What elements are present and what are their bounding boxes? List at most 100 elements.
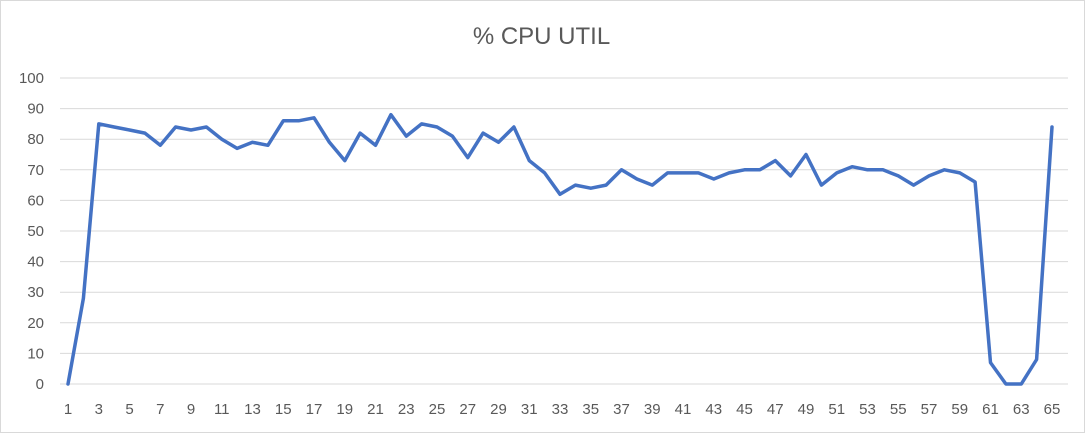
data-point-58 — [943, 168, 946, 171]
data-point-42 — [697, 171, 700, 174]
data-point-59 — [958, 171, 961, 174]
data-point-48 — [789, 174, 792, 177]
data-point-40 — [666, 171, 669, 174]
data-point-27 — [466, 156, 469, 159]
x-tick-label-33: 33 — [552, 401, 569, 418]
y-tick-label-80: 80 — [27, 131, 44, 148]
y-tick-label-40: 40 — [27, 254, 44, 271]
data-point-39 — [651, 184, 654, 187]
x-tick-label-63: 63 — [1013, 401, 1030, 418]
data-point-60 — [974, 181, 977, 184]
data-point-21 — [374, 144, 377, 147]
x-tick-label-59: 59 — [951, 401, 968, 418]
data-point-56 — [912, 184, 915, 187]
x-tick-label-35: 35 — [582, 401, 599, 418]
y-tick-label-10: 10 — [27, 345, 44, 362]
data-point-45 — [743, 168, 746, 171]
x-tick-label-57: 57 — [921, 401, 938, 418]
data-point-2 — [82, 297, 85, 300]
data-point-50 — [820, 184, 823, 187]
data-point-38 — [635, 177, 638, 180]
data-point-47 — [774, 159, 777, 162]
x-tick-label-7: 7 — [156, 401, 164, 418]
data-point-43 — [712, 177, 715, 180]
data-point-14 — [266, 144, 269, 147]
x-tick-label-53: 53 — [859, 401, 876, 418]
x-tick-label-47: 47 — [767, 401, 784, 418]
y-tick-label-100: 100 — [19, 70, 44, 87]
data-point-37 — [620, 168, 623, 171]
data-point-55 — [897, 174, 900, 177]
data-point-26 — [451, 135, 454, 138]
x-tick-label-5: 5 — [125, 401, 133, 418]
data-point-8 — [174, 125, 177, 128]
data-point-44 — [728, 171, 731, 174]
data-point-3 — [97, 122, 100, 125]
chart-title: % CPU UTIL — [472, 23, 611, 50]
series-line-0 — [66, 112, 1054, 386]
y-tick-label-0: 0 — [36, 376, 44, 393]
data-point-62 — [1004, 383, 1007, 386]
data-point-54 — [881, 168, 884, 171]
data-point-6 — [143, 132, 146, 135]
x-tick-label-21: 21 — [367, 401, 384, 418]
x-tick-label-37: 37 — [613, 401, 630, 418]
x-tick-label-11: 11 — [214, 401, 230, 418]
data-point-52 — [851, 165, 854, 168]
x-tick-label-25: 25 — [429, 401, 446, 418]
x-tick-label-17: 17 — [306, 401, 323, 418]
data-point-61 — [989, 361, 992, 364]
data-point-46 — [758, 168, 761, 171]
data-point-31 — [528, 159, 531, 162]
data-point-32 — [543, 171, 546, 174]
x-tick-label-31: 31 — [521, 401, 538, 418]
data-point-33 — [559, 193, 562, 196]
x-tick-label-65: 65 — [1044, 401, 1061, 418]
data-point-51 — [835, 171, 838, 174]
data-point-28 — [482, 132, 485, 135]
x-tick-label-55: 55 — [890, 401, 907, 418]
x-tick-label-1: 1 — [64, 401, 72, 418]
data-point-13 — [251, 141, 254, 144]
data-point-34 — [574, 184, 577, 187]
data-point-23 — [405, 135, 408, 138]
data-point-5 — [128, 129, 131, 132]
data-point-4 — [113, 125, 116, 128]
x-tick-label-23: 23 — [398, 401, 415, 418]
x-tick-label-49: 49 — [798, 401, 815, 418]
x-tick-label-27: 27 — [459, 401, 476, 418]
y-tick-label-70: 70 — [27, 162, 44, 179]
data-point-25 — [436, 125, 439, 128]
x-tick-label-15: 15 — [275, 401, 292, 418]
data-point-53 — [866, 168, 869, 171]
x-tick-label-45: 45 — [736, 401, 753, 418]
data-point-7 — [159, 144, 162, 147]
data-point-64 — [1035, 358, 1038, 361]
data-point-63 — [1020, 383, 1023, 386]
data-point-65 — [1051, 125, 1054, 128]
data-point-35 — [589, 187, 592, 190]
x-tick-label-41: 41 — [675, 401, 692, 418]
x-tick-label-39: 39 — [644, 401, 661, 418]
data-point-19 — [343, 159, 346, 162]
y-tick-label-90: 90 — [27, 101, 44, 118]
x-tick-label-43: 43 — [705, 401, 722, 418]
data-point-12 — [236, 147, 239, 150]
data-point-10 — [205, 125, 208, 128]
data-point-11 — [220, 138, 223, 141]
y-tick-label-30: 30 — [27, 284, 44, 301]
x-tick-label-13: 13 — [244, 401, 261, 418]
y-tick-label-20: 20 — [27, 315, 44, 332]
data-point-29 — [497, 141, 500, 144]
data-point-9 — [190, 129, 193, 132]
data-point-17 — [313, 116, 316, 119]
data-point-15 — [282, 119, 285, 122]
data-point-18 — [328, 141, 331, 144]
data-point-20 — [359, 132, 362, 135]
y-tick-label-60: 60 — [27, 192, 44, 209]
data-point-49 — [805, 153, 808, 156]
x-tick-label-9: 9 — [187, 401, 195, 418]
x-tick-label-61: 61 — [982, 401, 999, 418]
